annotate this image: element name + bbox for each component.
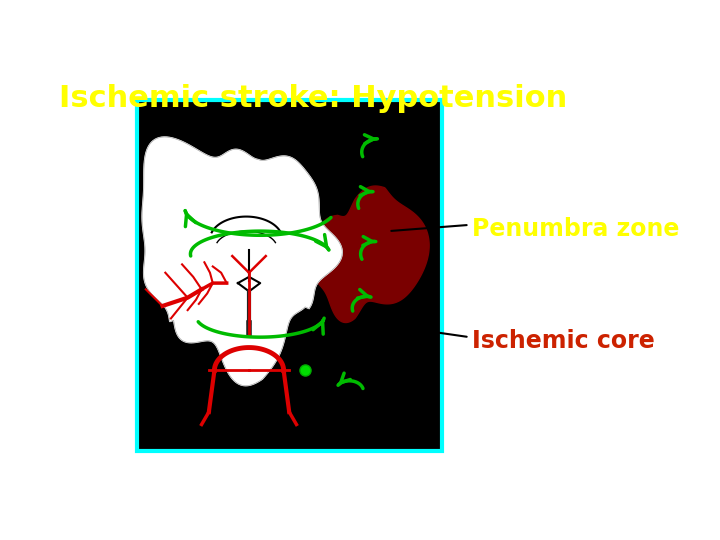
Polygon shape: [142, 137, 342, 386]
Text: Penumbra zone: Penumbra zone: [472, 217, 680, 241]
Bar: [138, 100, 441, 451]
Text: Ischemic stroke: Hypotension: Ischemic stroke: Hypotension: [59, 84, 567, 112]
Polygon shape: [309, 186, 429, 322]
Text: Ischemic core: Ischemic core: [472, 329, 655, 353]
